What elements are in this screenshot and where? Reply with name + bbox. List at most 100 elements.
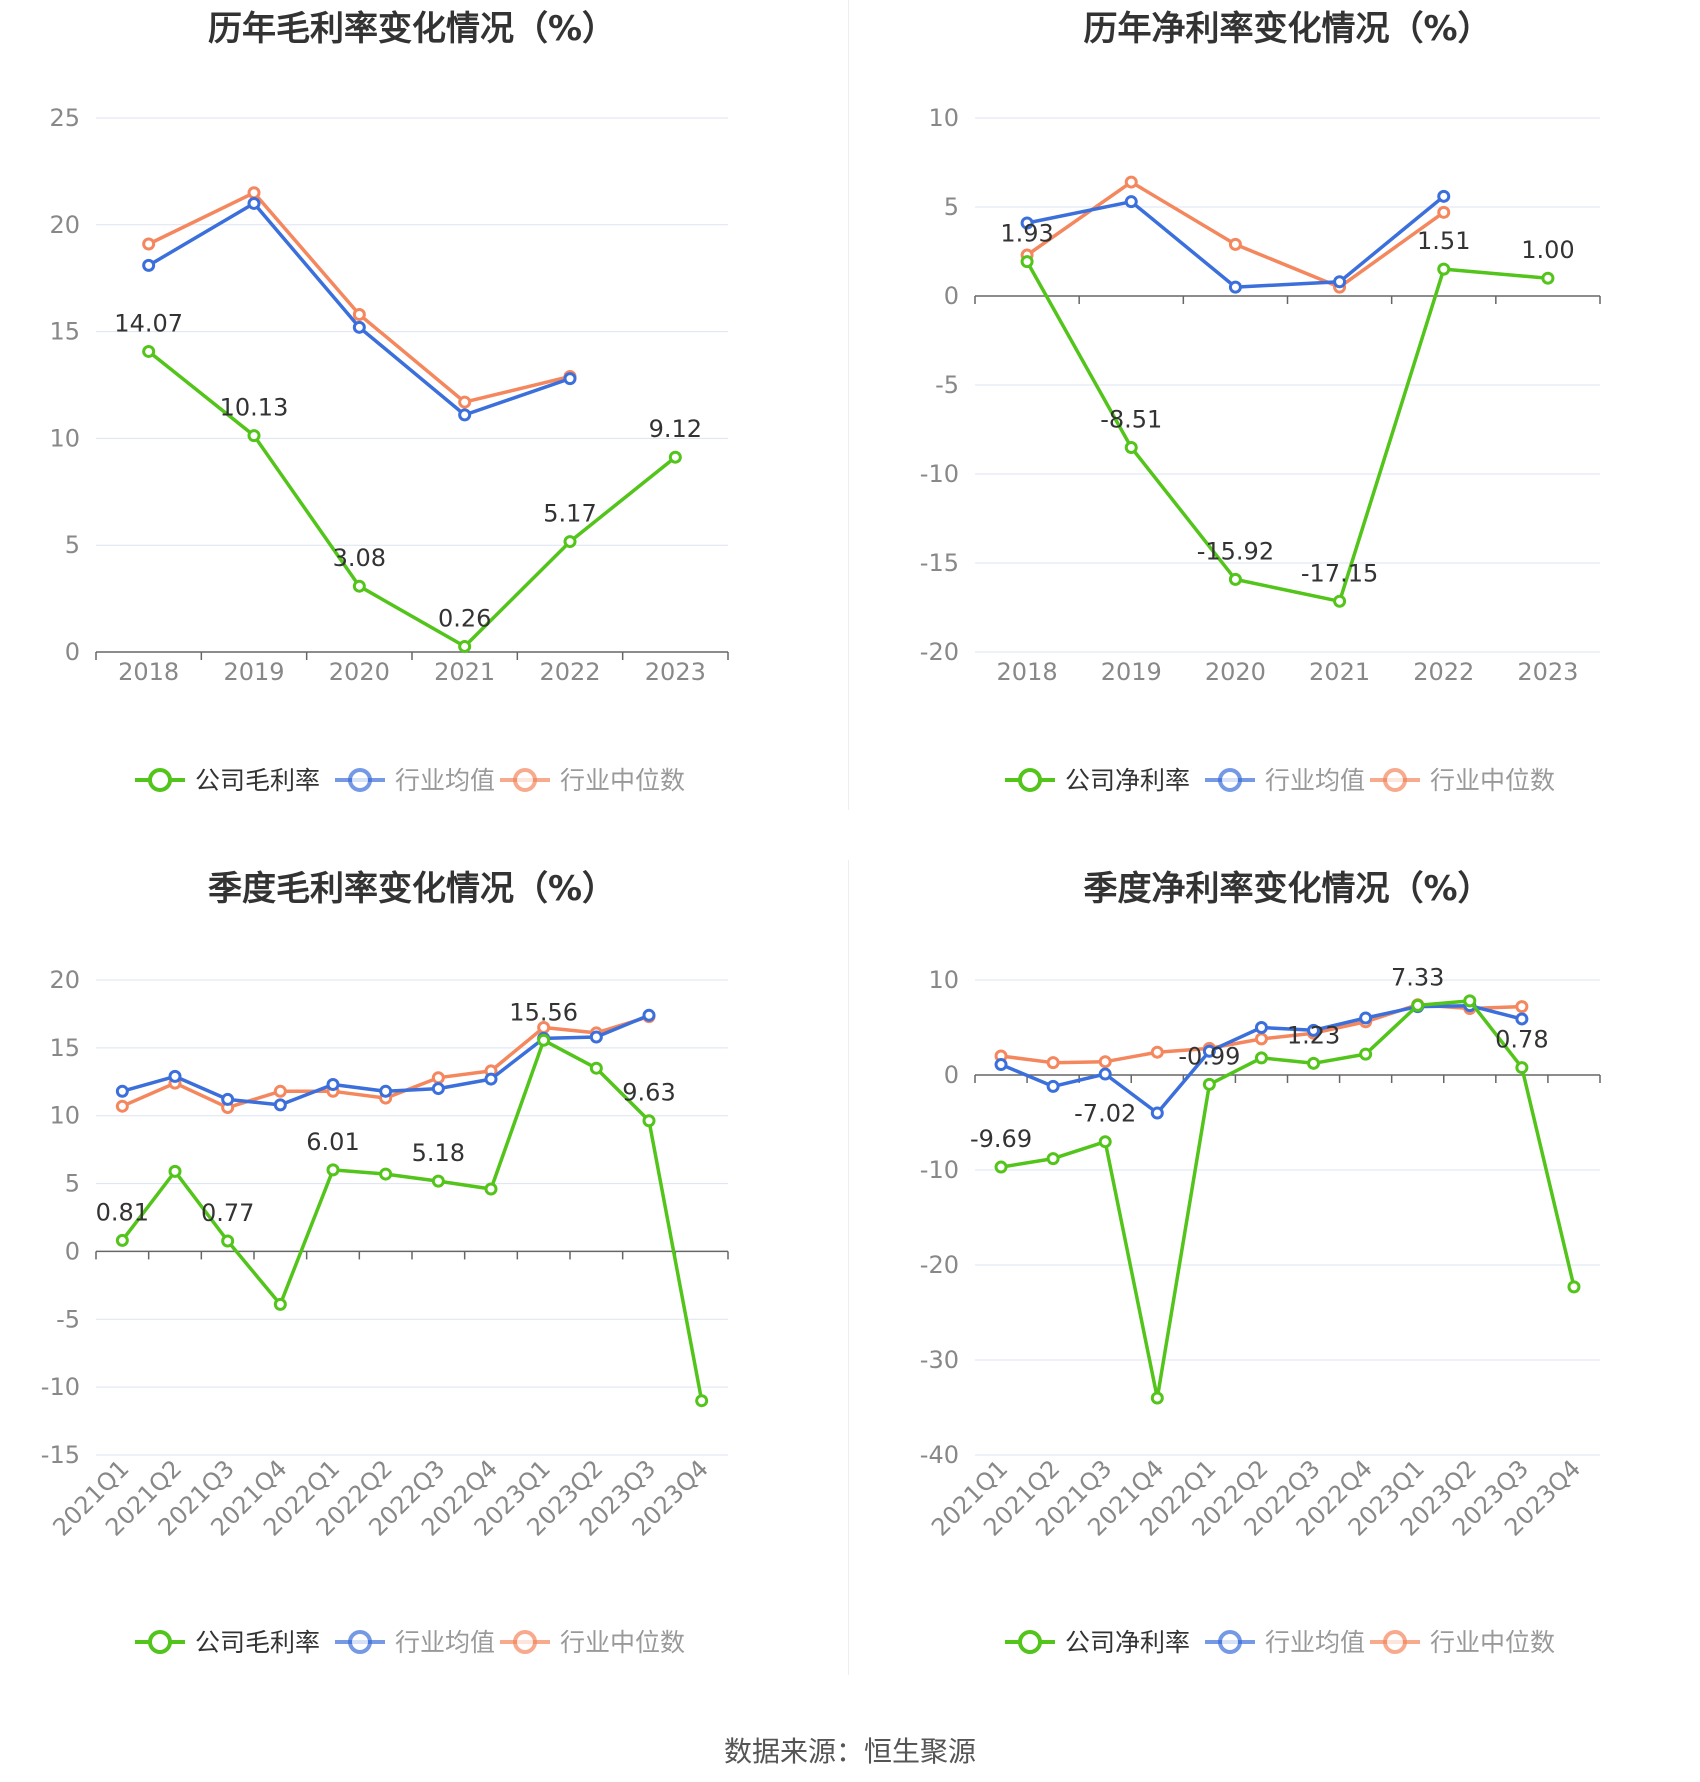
data-point: [1124, 440, 1138, 454]
y-tick-label: 15: [49, 1034, 80, 1062]
data-point: [273, 1098, 287, 1112]
data-point: [142, 258, 156, 272]
series-line-0: [120, 1038, 704, 1402]
data-point: [379, 1084, 393, 1098]
x-tick-label: 2018: [118, 658, 179, 686]
data-point: [247, 196, 261, 210]
data-label: 1.00: [1521, 236, 1574, 264]
legend-marker: [348, 768, 372, 792]
data-point: [1020, 255, 1034, 269]
chart-panel-4: 季度净利率变化情况（%）-40-30-20-100102021Q12021Q22…: [920, 869, 1601, 1657]
data-point: [1437, 189, 1451, 203]
data-point: [1098, 1067, 1112, 1081]
x-tick-label: 2022: [539, 658, 600, 686]
chart-title: 历年毛利率变化情况（%）: [208, 9, 616, 49]
series-line-0: [1025, 260, 1549, 604]
data-point: [1515, 1061, 1529, 1075]
legend-label: 公司净利率: [1065, 766, 1190, 795]
data-point: [431, 1082, 445, 1096]
data-point: [458, 639, 472, 653]
data-point: [1046, 1079, 1060, 1093]
y-tick-label: 0: [65, 1237, 80, 1265]
legend-label: 公司毛利率: [195, 766, 320, 795]
data-label: 1.51: [1417, 227, 1470, 255]
legend-marker: [513, 768, 537, 792]
x-tick-label: 2023: [1517, 658, 1578, 686]
series-line-2: [147, 191, 571, 404]
data-label: 10.13: [220, 394, 289, 422]
series-line-0: [147, 350, 677, 649]
chart-panel-2: 历年净利率变化情况（%） -20 -15 -10 -5 0 5 10 2018 2019 2020 2…: [920, 9, 1601, 795]
x-tick-label: 2020: [1205, 658, 1266, 686]
data-label: 5.17: [543, 500, 596, 528]
data-point: [142, 237, 156, 251]
legend-label: 行业中位数: [560, 766, 685, 795]
legend-marker: [1018, 768, 1042, 792]
y-tick-label: 10: [928, 966, 959, 994]
data-point: [1515, 1012, 1529, 1026]
data-point: [352, 320, 366, 334]
legend-marker: [1218, 1630, 1242, 1654]
data-point: [168, 1069, 182, 1083]
legend-label: 行业均值: [395, 766, 495, 795]
legend-marker: [1218, 768, 1242, 792]
data-point: [168, 1164, 182, 1178]
x-tick-label: 2022: [1413, 658, 1474, 686]
data-point: [484, 1182, 498, 1196]
data-label: 0.77: [201, 1199, 254, 1227]
data-point: [484, 1072, 498, 1086]
y-tick-label: 10: [928, 104, 959, 132]
data-point: [1254, 1021, 1268, 1034]
y-tick-label: 20: [49, 966, 80, 994]
legend-label: 行业中位数: [1430, 766, 1555, 795]
data-label: -0.99: [1178, 1042, 1240, 1070]
data-point: [1020, 216, 1034, 230]
data-point: [1359, 1047, 1373, 1061]
legend-label: 公司毛利率: [195, 1628, 320, 1657]
data-point: [1254, 1051, 1268, 1065]
data-label: 5.18: [412, 1139, 465, 1167]
data-point: [221, 1092, 235, 1106]
data-point: [1124, 175, 1138, 189]
data-label: 9.63: [622, 1079, 675, 1107]
divider-bottom: [848, 860, 849, 1675]
data-point: [458, 395, 472, 409]
y-tick-label: -5: [935, 371, 959, 399]
data-point: [1124, 195, 1138, 209]
x-tick-label: 2023: [645, 658, 706, 686]
x-tick-label: 2018: [997, 658, 1058, 686]
data-point: [1150, 1045, 1164, 1059]
y-tick-label: 10: [49, 424, 80, 452]
data-point: [642, 1114, 656, 1128]
data-point: [1150, 1391, 1164, 1405]
data-point: [1046, 1152, 1060, 1166]
data-point: [1541, 271, 1555, 285]
legend-marker: [513, 1630, 537, 1654]
data-label: 9.12: [649, 415, 702, 443]
legend-label: 行业均值: [1265, 766, 1365, 795]
y-tick-label: 25: [49, 104, 80, 132]
data-point: [1437, 205, 1451, 219]
data-point: [1307, 1023, 1321, 1037]
y-tick-label: 0: [944, 1061, 959, 1089]
data-point: [1046, 1056, 1060, 1070]
legend-marker: [348, 1630, 372, 1654]
x-tick-label: 2020: [329, 658, 390, 686]
data-point: [458, 408, 472, 422]
y-tick-label: -15: [920, 549, 959, 577]
data-point: [273, 1084, 287, 1098]
data-label: -7.02: [1074, 1100, 1136, 1128]
data-point: [537, 1033, 551, 1047]
data-point: [115, 1084, 129, 1098]
data-point: [589, 1061, 603, 1075]
y-tick-label: -20: [920, 638, 959, 666]
legend-marker: [1383, 768, 1407, 792]
data-point: [668, 450, 682, 464]
data-point: [352, 308, 366, 322]
data-point: [589, 1030, 603, 1044]
y-tick-label: -20: [920, 1251, 959, 1279]
data-label: 1.93: [1000, 220, 1053, 248]
data-point: [273, 1297, 287, 1311]
x-tick-label: 2019: [1101, 658, 1162, 686]
data-point: [1333, 594, 1347, 608]
